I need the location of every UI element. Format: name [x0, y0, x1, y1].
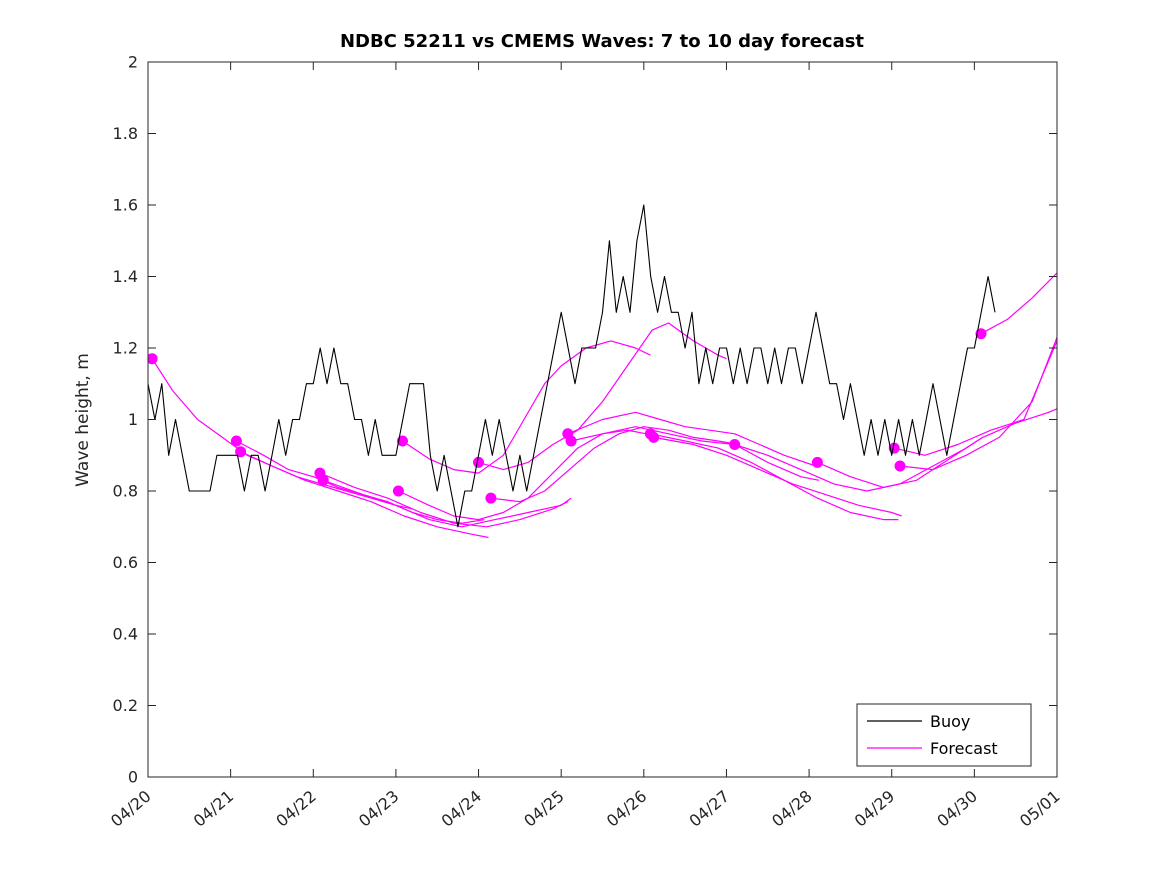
forecast-line [980, 272, 1057, 335]
forecast-start-marker [811, 456, 823, 468]
forecast-start-marker [235, 446, 247, 458]
x-tick-label: 04/27 [685, 787, 733, 831]
x-tick-label: 04/23 [355, 787, 403, 831]
legend-buoy-label: Buoy [930, 712, 970, 731]
forecast-start-marker [397, 435, 408, 447]
forecast-start-marker [894, 460, 906, 472]
forecast-start-marker [648, 431, 660, 443]
forecast-line [567, 411, 816, 467]
x-tick-label: 05/01 [1016, 787, 1064, 831]
y-tick-label: 1.4 [113, 267, 138, 286]
x-tick-label: 04/22 [272, 787, 320, 831]
forecast-line [653, 436, 902, 517]
forecast-start-marker [888, 442, 900, 454]
forecast-line [899, 337, 1057, 471]
y-tick-label: 0.6 [113, 553, 138, 572]
forecast-line [817, 408, 1057, 488]
x-tick-label: 04/24 [438, 787, 486, 831]
forecast-line [570, 426, 820, 481]
x-tick-label: 04/29 [851, 787, 899, 831]
forecast-line [478, 322, 727, 471]
y-tick-label: 1.8 [113, 124, 138, 143]
y-tick-label: 0.8 [113, 482, 138, 501]
forecast-line [319, 472, 569, 528]
forecast-start-marker [729, 439, 741, 450]
y-tick-label: 0.2 [113, 696, 138, 715]
forecast-line [240, 451, 489, 539]
forecast-line [322, 479, 572, 528]
legend-box [856, 703, 1032, 767]
forecast-line [402, 340, 651, 474]
forecast-start-marker [317, 474, 329, 486]
x-tick-label: 04/26 [603, 787, 651, 831]
y-tick-label: 1 [128, 410, 138, 429]
forecast-start-marker [148, 353, 158, 365]
x-tick-label: 04/20 [107, 787, 155, 831]
y-tick-label: 2 [128, 53, 138, 72]
forecast-start-marker [565, 435, 577, 447]
forecast-start-marker [975, 328, 987, 340]
forecast-start-marker [230, 435, 242, 447]
forecast-line [490, 426, 740, 503]
y-tick-label: 1.6 [113, 196, 138, 215]
x-tick-label: 04/25 [520, 787, 568, 831]
x-tick-label: 04/30 [933, 787, 981, 831]
forecast-start-marker [473, 456, 484, 468]
legend-forecast-label: Forecast [930, 739, 998, 758]
y-tick-label: 0.4 [113, 625, 138, 644]
y-tick-label: 1.2 [113, 339, 138, 358]
forecast-line [734, 436, 983, 492]
buoy-line [148, 204, 996, 528]
chart-title: NDBC 52211 vs CMEMS Waves: 7 to 10 day f… [340, 31, 864, 52]
x-tick-label: 04/21 [190, 787, 238, 831]
y-axis-label: Wave height, m [73, 353, 93, 487]
forecast-start-marker [392, 485, 404, 497]
x-tick-label: 04/28 [768, 787, 816, 831]
y-tick-label: 0 [128, 768, 138, 787]
series-layer [148, 204, 1057, 539]
forecast-start-marker [485, 492, 497, 504]
legend: Buoy Forecast [856, 703, 1032, 767]
